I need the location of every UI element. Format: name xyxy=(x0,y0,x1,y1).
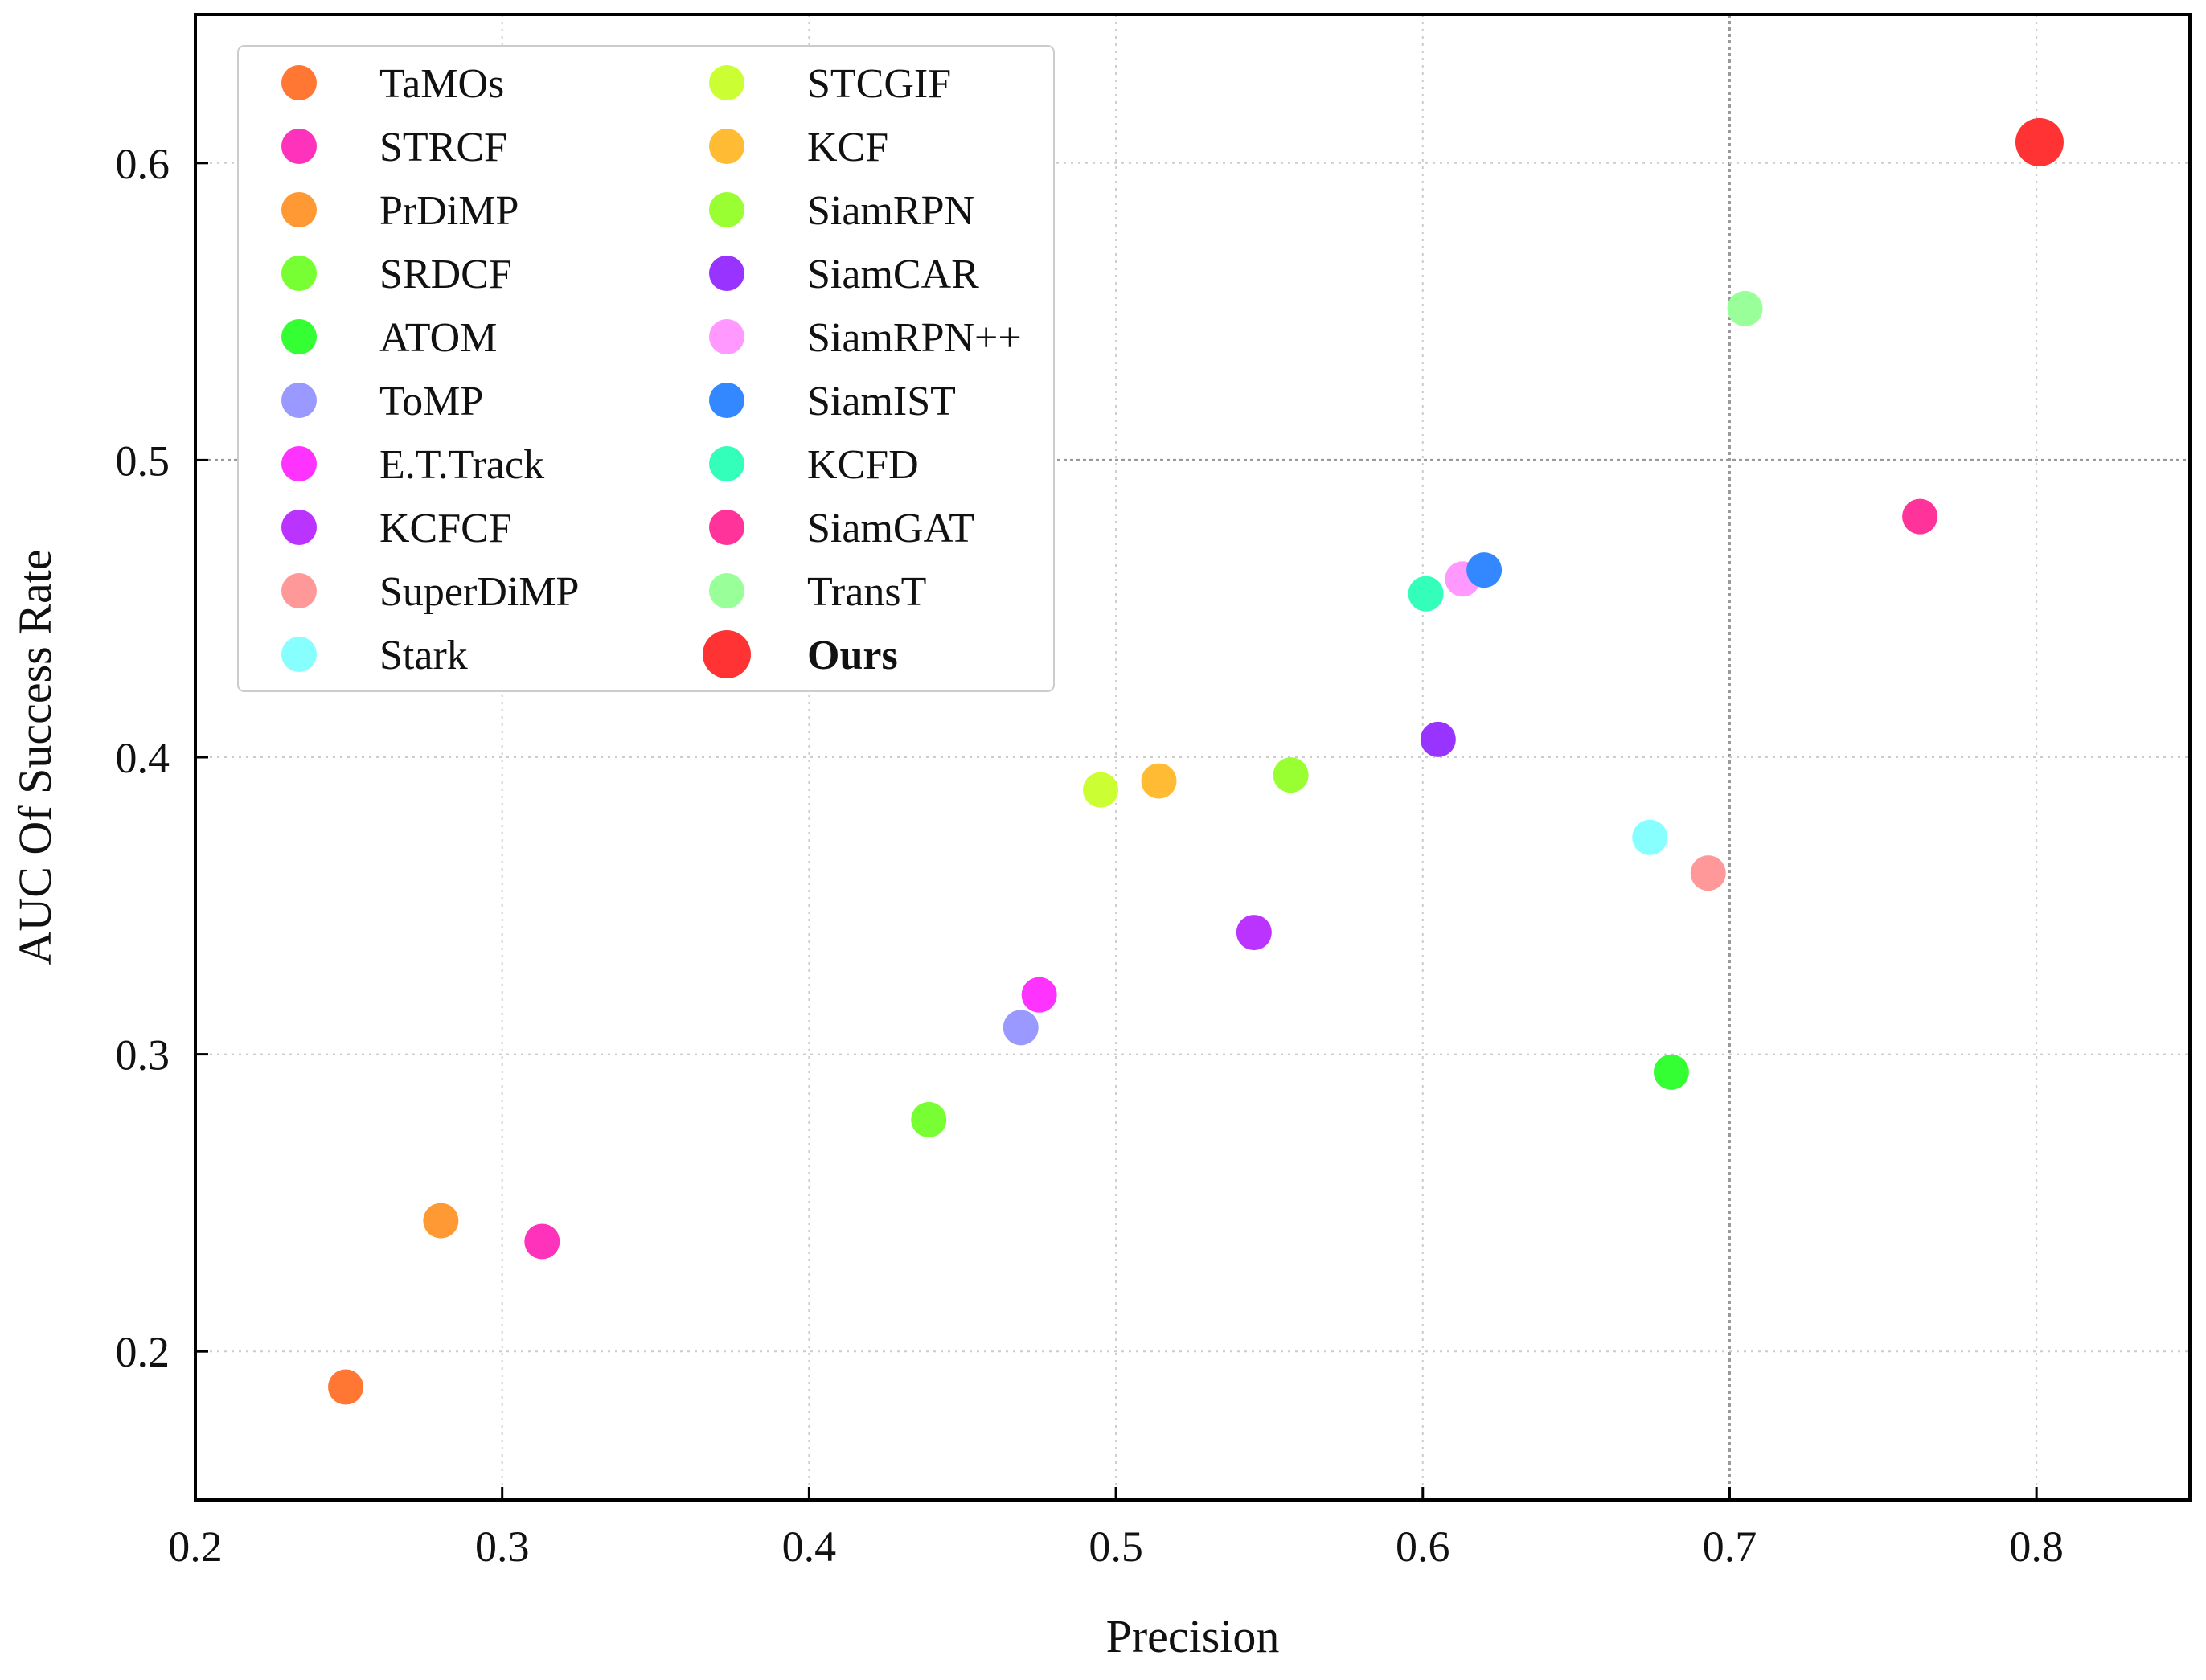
legend-label: KCFCF xyxy=(379,506,512,551)
x-tick-label: 0.3 xyxy=(475,1522,530,1571)
x-tick-label: 0.7 xyxy=(1703,1522,1757,1571)
legend-marker xyxy=(281,510,317,545)
x-tick-label: 0.2 xyxy=(168,1522,223,1571)
point-strcf xyxy=(524,1223,560,1260)
y-axis-label: AUC Of Success Rate xyxy=(9,549,61,965)
point-siamist xyxy=(1466,552,1503,588)
y-tick-label: 0.6 xyxy=(116,140,170,188)
legend-label: Stark xyxy=(379,633,468,678)
legend-label: SuperDiMP xyxy=(379,569,579,615)
x-tick-label: 0.8 xyxy=(2009,1522,2064,1571)
legend-label: ToMP xyxy=(379,379,483,424)
point-atom xyxy=(1653,1054,1689,1090)
legend-marker xyxy=(709,319,744,354)
legend-label: SiamRPN xyxy=(807,188,974,234)
point-siamrpn xyxy=(1273,757,1309,793)
legend-label: KCFD xyxy=(807,442,919,488)
point-superdimp xyxy=(1690,855,1726,891)
legend-label: SiamCAR xyxy=(807,252,979,297)
legend-marker xyxy=(281,129,317,164)
legend-label: E.T.Track xyxy=(379,442,544,488)
y-tick-label: 0.3 xyxy=(116,1031,170,1080)
point-tomp xyxy=(1003,1010,1039,1046)
legend-marker xyxy=(709,510,744,545)
x-tick-label: 0.4 xyxy=(782,1522,837,1571)
legend-marker xyxy=(281,65,317,100)
point-srdcf xyxy=(911,1101,947,1137)
legend-label: STCGIF xyxy=(807,61,951,107)
y-tick-label: 0.4 xyxy=(116,734,170,782)
axis-ticks: 0.2 0.3 0.4 0.5 0.6 0.7 0.8 0.2 0.3 0.4 0.5 0.6 xyxy=(116,140,2064,1571)
legend-marker xyxy=(281,573,317,608)
x-tick-label: 0.6 xyxy=(1396,1522,1450,1571)
point-siamcar xyxy=(1420,721,1456,757)
legend-marker xyxy=(281,319,317,354)
legend-marker xyxy=(709,383,744,418)
x-tick-label: 0.5 xyxy=(1089,1522,1143,1571)
legend-label: PrDiMP xyxy=(379,188,519,234)
legend-label: SiamGAT xyxy=(807,506,974,551)
legend-label: Ours xyxy=(807,633,898,678)
legend-marker xyxy=(709,256,744,291)
point-e-t-track xyxy=(1021,977,1057,1013)
legend-label: STRCF xyxy=(379,125,507,170)
legend-label: ATOM xyxy=(379,315,497,361)
point-prdimp xyxy=(423,1203,459,1239)
legend-marker xyxy=(709,573,744,608)
point-ours xyxy=(2015,117,2064,166)
point-stark xyxy=(1632,819,1668,855)
legend-label: KCF xyxy=(807,125,888,170)
legend-marker xyxy=(281,192,317,227)
legend-marker xyxy=(281,446,317,481)
y-tick-label: 0.5 xyxy=(116,436,170,485)
legend-label: SiamIST xyxy=(807,379,956,424)
point-kcfcf xyxy=(1236,915,1272,951)
legend-label: TaMOs xyxy=(379,61,504,107)
data-points xyxy=(328,117,2064,1405)
legend-marker xyxy=(281,383,317,418)
y-tick-label: 0.2 xyxy=(116,1328,170,1376)
legend-marker xyxy=(709,446,744,481)
legend-label: SRDCF xyxy=(379,252,512,297)
legend-marker xyxy=(703,630,751,678)
point-transt xyxy=(1727,290,1763,326)
legend-box xyxy=(237,45,1055,692)
legend: TaMOs STRCF PrDiMP SRDCF ATOM ToMP E.T.Track KC… xyxy=(237,45,1055,692)
point-tamos xyxy=(328,1369,364,1405)
legend-label: TransT xyxy=(807,569,926,615)
legend-label: SiamRPN++ xyxy=(807,315,1022,361)
legend-marker xyxy=(709,65,744,100)
legend-marker xyxy=(709,192,744,227)
x-axis-label: Precision xyxy=(1106,1610,1280,1662)
legend-marker xyxy=(709,129,744,164)
point-kcfd xyxy=(1408,576,1444,612)
point-kcf xyxy=(1141,763,1177,799)
legend-marker xyxy=(281,256,317,291)
legend-marker xyxy=(281,637,317,672)
point-stcgif xyxy=(1082,772,1118,808)
point-siamgat xyxy=(1902,498,1938,535)
